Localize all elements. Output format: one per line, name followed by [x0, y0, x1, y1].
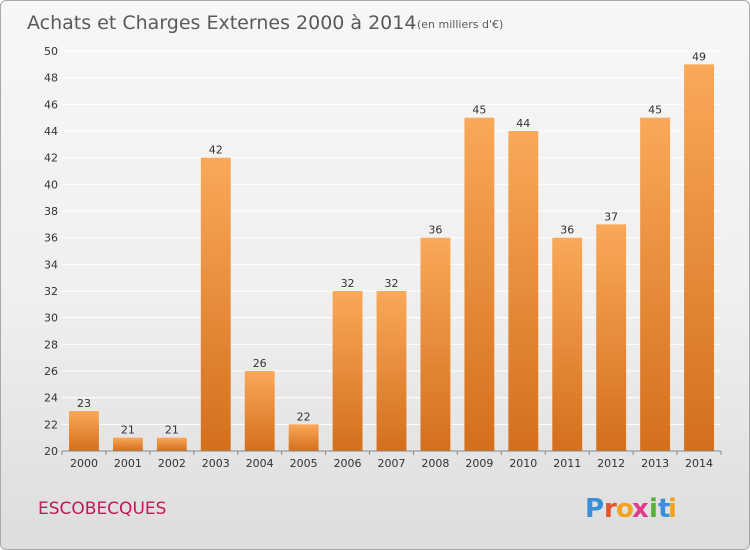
y-tick-label: 42 [44, 152, 58, 165]
data-label-2009: 45 [472, 104, 486, 117]
bar-2011 [552, 237, 583, 451]
logo-letter: o [616, 494, 634, 524]
data-label-2001: 21 [121, 424, 135, 437]
x-tick-label-2006: 2006 [334, 457, 362, 470]
y-tick-label: 22 [44, 418, 58, 431]
x-axis: 2000 2001 2002 2003 2004 2005 2006 2007 2008 2009… [61, 451, 722, 470]
data-label-2003: 42 [209, 144, 223, 157]
bar-2000 [69, 411, 99, 451]
x-tick-label-2001: 2001 [114, 457, 142, 470]
chart-title: Achats et Charges Externes 2000 à 2014 [27, 12, 416, 34]
data-label-2000: 23 [77, 397, 91, 410]
bar-2014 [684, 64, 714, 452]
bar-2008 [420, 237, 451, 451]
x-tick-label-2005: 2005 [290, 457, 318, 470]
y-tick-label: 36 [44, 232, 58, 245]
data-label-2006: 32 [341, 277, 355, 290]
y-tick-label: 44 [44, 125, 58, 138]
bar-2010 [508, 131, 539, 451]
x-tick-label-2014: 2014 [685, 457, 713, 470]
bar-2003 [200, 157, 231, 451]
y-axis: 20 22 24 26 28 30 32 34 36 38 40 42 44 46 48 50 [44, 45, 58, 458]
logo-letter: t [658, 494, 670, 524]
bar-2006 [332, 291, 363, 451]
y-tick-label: 20 [44, 445, 58, 458]
data-label-2012: 37 [604, 210, 618, 223]
x-tick-label-2003: 2003 [202, 457, 230, 470]
data-label-2004: 26 [253, 357, 267, 370]
data-label-2010: 44 [516, 117, 530, 130]
y-tick-label: 50 [44, 45, 58, 58]
y-tick-label: 26 [44, 365, 58, 378]
logo-letter: i [649, 494, 658, 524]
y-tick-label: 48 [44, 72, 58, 85]
x-tick-label-2011: 2011 [553, 457, 581, 470]
y-tick-label: 46 [44, 98, 58, 111]
commune-name: ESCOBECQUES [38, 499, 166, 519]
bar-layer [69, 64, 714, 452]
bar-2002 [156, 437, 187, 451]
x-tick-label-2013: 2013 [641, 457, 669, 470]
x-tick-label-2002: 2002 [158, 457, 186, 470]
logo-letter: i [668, 494, 677, 524]
x-tick-label-2010: 2010 [509, 457, 537, 470]
data-label-2005: 22 [297, 410, 311, 423]
x-tick-label-2004: 2004 [246, 457, 274, 470]
bar-2005 [288, 424, 319, 451]
y-tick-label: 32 [44, 285, 58, 298]
x-tick-label-2009: 2009 [465, 457, 493, 470]
y-tick-label: 30 [44, 312, 58, 325]
bar-2007 [376, 291, 407, 451]
data-labels: 23 21 21 42 26 22 32 32 36 45 44 36 37 45 49 [77, 50, 706, 436]
x-tick-label-2008: 2008 [421, 457, 449, 470]
y-tick-label: 38 [44, 205, 58, 218]
bar-2013 [640, 117, 671, 452]
y-tick-label: 40 [44, 178, 58, 191]
data-label-2007: 32 [385, 277, 399, 290]
y-tick-label: 24 [44, 392, 58, 405]
data-label-2014: 49 [692, 50, 706, 63]
x-tick-label-2007: 2007 [378, 457, 406, 470]
bar-2009 [464, 117, 495, 452]
logo-letter: P [585, 494, 604, 524]
data-label-2002: 21 [165, 424, 179, 437]
bar-2001 [112, 437, 143, 451]
data-label-2011: 36 [560, 224, 574, 237]
data-label-2008: 36 [428, 224, 442, 237]
y-tick-label: 34 [44, 258, 58, 271]
y-tick-label: 28 [44, 338, 58, 351]
bar-2004 [244, 371, 275, 451]
x-tick-label-2000: 2000 [70, 457, 98, 470]
logo-letter: r [604, 494, 617, 524]
data-label-2013: 45 [648, 104, 662, 117]
x-tick-label-2012: 2012 [597, 457, 625, 470]
logo-letter: x [632, 494, 649, 524]
bar-2012 [596, 224, 627, 451]
chart-unit: (en milliers d'€) [417, 18, 503, 31]
